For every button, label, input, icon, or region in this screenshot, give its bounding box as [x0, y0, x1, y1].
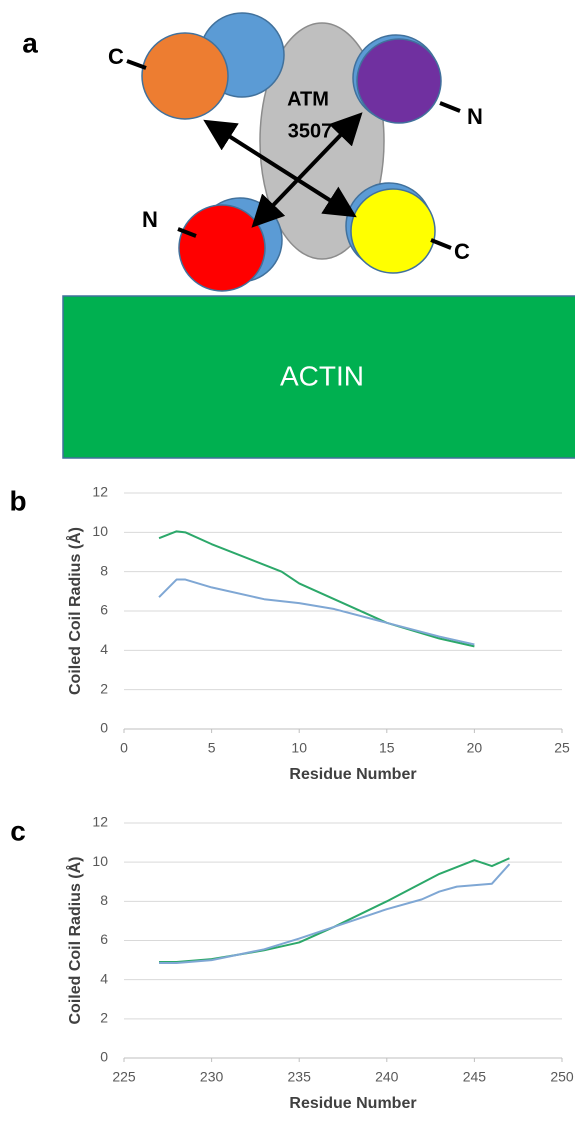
x-tick-label: 25 [554, 740, 570, 756]
terminal-label: N [467, 104, 483, 129]
y-tick-label: 12 [92, 814, 108, 830]
terminal-line [126, 59, 147, 70]
y-tick-label: 8 [100, 892, 108, 908]
diagram: a ATM 3507 C N N C ACTIN [22, 12, 575, 459]
panel-label: c [10, 815, 26, 846]
x-axis-title: Residue Number [289, 766, 416, 783]
series-line [158, 578, 475, 646]
terminal-label: C [108, 44, 124, 69]
series-line [159, 863, 511, 965]
terminal-label: N [142, 207, 158, 232]
x-tick-label: 230 [200, 1069, 224, 1085]
protein-label: 3507 [288, 120, 333, 142]
y-tick-label: 4 [100, 641, 108, 657]
y-tick-label: 6 [100, 931, 108, 947]
terminal-line [439, 101, 461, 113]
actin-label: ACTIN [280, 360, 364, 391]
x-tick-label: 235 [288, 1069, 312, 1085]
domain [141, 32, 229, 120]
x-tick-label: 240 [375, 1069, 399, 1085]
terminal-line [430, 238, 452, 250]
y-tick-label: 10 [92, 523, 108, 539]
x-tick-label: 250 [550, 1069, 574, 1085]
panel-label: b [9, 485, 26, 516]
y-axis-title: Coiled Coil Radius (Å) [65, 857, 84, 1025]
terminal-label: C [454, 239, 470, 264]
arrow [251, 112, 363, 228]
x-tick-label: 20 [467, 740, 483, 756]
domain [356, 38, 442, 124]
series-line [159, 857, 510, 964]
domain [350, 188, 436, 274]
y-tick-label: 0 [100, 1049, 108, 1065]
series-line [158, 530, 475, 648]
y-tick-label: 0 [100, 720, 108, 736]
y-axis-title: Coiled Coil Radius (Å) [65, 527, 84, 695]
domain [178, 204, 266, 292]
actin [62, 295, 575, 459]
protein-label: ATM [287, 88, 329, 110]
x-axis-title: Residue Number [289, 1095, 416, 1112]
y-tick-label: 4 [100, 970, 108, 986]
x-tick-label: 15 [379, 740, 395, 756]
y-tick-label: 6 [100, 602, 108, 618]
x-tick-label: 10 [291, 740, 307, 756]
y-tick-label: 2 [100, 1010, 108, 1026]
x-tick-label: 5 [208, 740, 216, 756]
panel-label: a [22, 27, 38, 58]
y-tick-label: 2 [100, 680, 108, 696]
x-tick-label: 0 [120, 740, 128, 756]
y-tick-label: 12 [92, 484, 108, 500]
x-tick-label: 225 [112, 1069, 136, 1085]
y-tick-label: 10 [92, 853, 108, 869]
y-tick-label: 8 [100, 562, 108, 578]
terminal-line [177, 227, 197, 238]
x-tick-label: 245 [463, 1069, 487, 1085]
